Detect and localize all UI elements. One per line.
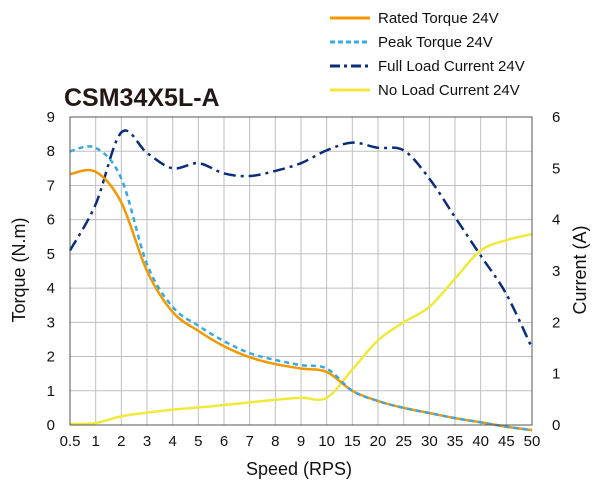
plot-frame [69,116,533,426]
y-left-axis-label: Torque (N.m) [9,217,29,322]
x-tick-label: 15 [344,433,361,450]
y-left-tick-label: 0 [47,417,55,434]
y-right-axis-label: Current (A) [570,225,590,314]
y-left-tick-label: 4 [47,280,55,297]
legend-label: Rated Torque 24V [378,10,499,27]
y-left-tick-labels: 0 1 2 3 4 5 6 7 8 9 [47,109,55,434]
x-tick-label: 35 [447,433,464,450]
y-right-tick-labels: 0 1 2 3 4 5 6 [552,109,560,434]
x-tick-label: 30 [421,433,438,450]
y-right-tick-label: 1 [552,366,560,383]
grid-lines [70,117,532,425]
x-tick-label: 20 [370,433,387,450]
x-tick-labels: 0.5 1 2 3 4 5 6 7 8 9 10 15 20 25 30 35 40 45 50 [60,433,541,450]
y-right-tick-label: 0 [552,417,560,434]
x-tick-label: 25 [395,433,412,450]
x-tick-label: 5 [194,433,202,450]
y-left-tick-label: 9 [47,109,55,126]
x-tick-label: 4 [168,433,176,450]
y-right-tick-label: 6 [552,109,560,126]
x-tick-label: 0.5 [60,433,81,450]
series-line-peak-torque-24v [69,145,533,432]
x-tick-label: 3 [143,433,151,450]
y-right-tick-label: 5 [552,160,560,177]
y-right-tick-label: 3 [552,263,560,280]
x-tick-label: 10 [318,433,335,450]
x-tick-label: 40 [472,433,489,450]
y-left-tick-label: 3 [47,314,55,331]
legend-label: No Load Current 24V [378,82,520,99]
legend-label: Full Load Current 24V [378,58,525,75]
x-tick-label: 8 [271,433,279,450]
x-tick-label: 7 [245,433,253,450]
x-tick-label: 45 [498,433,515,450]
y-left-tick-label: 6 [47,212,55,229]
series-line-no-load-current-24v [69,232,533,426]
y-left-tick-label: 1 [47,383,55,400]
chart-title: CSM34X5L-A [64,84,220,112]
y-right-tick-label: 4 [552,212,560,229]
y-left-tick-label: 7 [47,177,55,194]
y-right-tick-label: 2 [552,314,560,331]
series-line-full-load-current-24v [68,129,534,349]
y-left-tick-label: 8 [47,143,55,160]
x-tick-label: 1 [91,433,99,450]
x-tick-label: 9 [297,433,305,450]
x-tick-label: 2 [117,433,125,450]
x-axis-label: Speed (RPS) [246,459,352,479]
x-tick-label: 50 [524,433,541,450]
y-left-tick-label: 2 [47,349,55,366]
legend-label: Peak Torque 24V [378,34,493,51]
x-tick-label: 6 [220,433,228,450]
y-left-tick-label: 5 [47,246,55,263]
series-lines [68,129,534,432]
legend: Rated Torque 24V Peak Torque 24V Full Load… [330,10,525,99]
